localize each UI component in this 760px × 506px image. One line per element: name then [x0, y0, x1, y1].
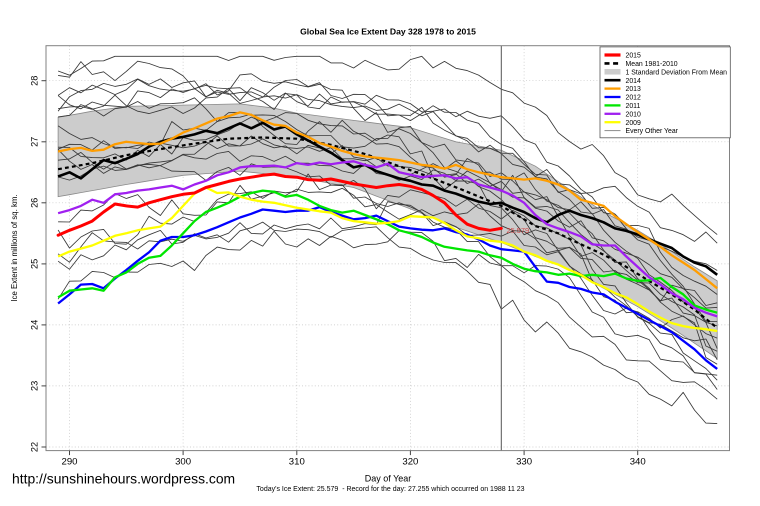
svg-text:http://sunshinehours.wordpress: http://sunshinehours.wordpress.com	[12, 471, 235, 487]
svg-text:23: 23	[30, 381, 40, 391]
svg-text:300: 300	[175, 457, 191, 468]
svg-text:Global Sea Ice Extent Day 328: Global Sea Ice Extent Day 328 1978 to 20…	[300, 27, 476, 37]
svg-text:24: 24	[30, 320, 40, 330]
svg-text:2015: 2015	[626, 53, 641, 60]
svg-text:2009: 2009	[626, 120, 641, 127]
svg-text:Mean 1981-2010: Mean 1981-2010	[626, 61, 678, 68]
svg-text:25.579: 25.579	[507, 226, 530, 235]
svg-text:2010: 2010	[626, 111, 641, 118]
svg-text:Today's Ice Extent: 25.579 -: Today's Ice Extent: 25.579 - Record for …	[256, 486, 524, 493]
svg-text:340: 340	[630, 457, 646, 468]
svg-text:2014: 2014	[626, 78, 641, 85]
svg-text:330: 330	[516, 457, 532, 468]
svg-text:22: 22	[30, 442, 40, 452]
svg-text:Ice Extent in millions of sq.: Ice Extent in millions of sq. km.	[10, 194, 19, 301]
svg-text:2012: 2012	[626, 95, 641, 102]
svg-text:320: 320	[402, 457, 418, 468]
svg-text:27: 27	[30, 137, 40, 147]
svg-text:310: 310	[289, 457, 305, 468]
svg-text:2013: 2013	[626, 86, 641, 93]
svg-text:290: 290	[61, 457, 77, 468]
svg-text:1 Standard Deviation From Mean: 1 Standard Deviation From Mean	[626, 69, 728, 76]
svg-text:Day of Year: Day of Year	[365, 474, 412, 484]
svg-text:25: 25	[30, 259, 40, 269]
svg-text:2011: 2011	[626, 103, 641, 110]
svg-text:28: 28	[30, 76, 40, 86]
svg-text:Every Other Year: Every Other Year	[626, 128, 679, 135]
svg-text:26: 26	[30, 198, 40, 208]
